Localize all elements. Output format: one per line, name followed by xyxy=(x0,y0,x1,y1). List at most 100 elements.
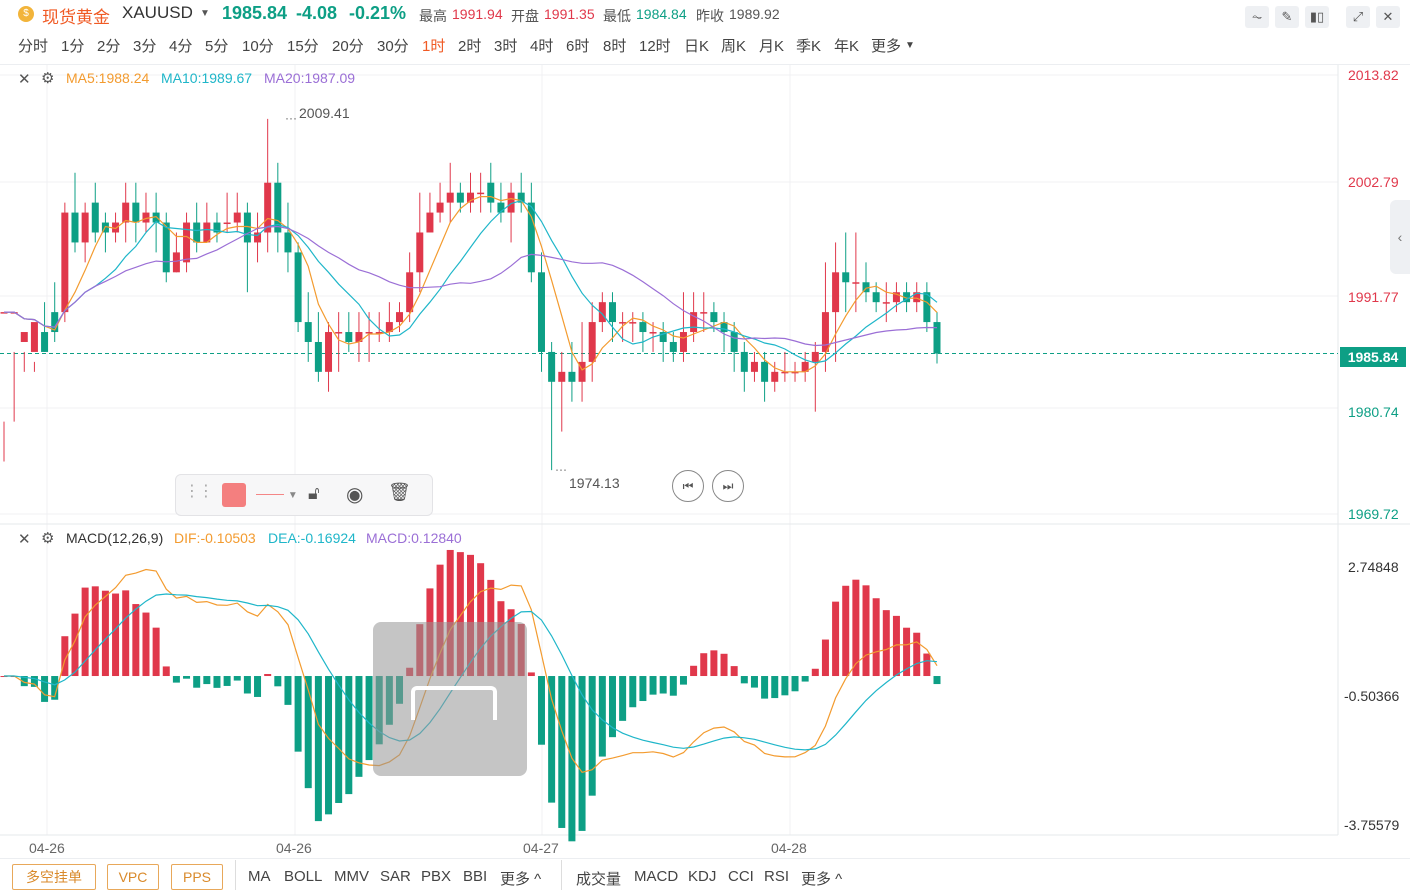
step-forward-button[interactable]: ⏭︎ xyxy=(712,470,744,502)
timeframe-10[interactable]: 1时 xyxy=(422,38,446,55)
draw-icon[interactable]: ✎ xyxy=(1275,6,1299,28)
candle-body xyxy=(598,302,606,323)
main-indicator-2[interactable]: MMV xyxy=(334,868,369,885)
main-indicator-0[interactable]: MA xyxy=(248,868,271,885)
close-icon[interactable]: ✕ xyxy=(1376,6,1400,28)
timeframe-13[interactable]: 4时 xyxy=(530,38,554,55)
timeframe-16[interactable]: 12时 xyxy=(639,38,671,55)
macd-bar xyxy=(558,676,566,828)
settings-icon[interactable]: ⚙ xyxy=(41,530,55,547)
candle-body xyxy=(497,202,505,213)
expand-icon[interactable]: ⤢ xyxy=(1346,6,1370,28)
timeframe-6[interactable]: 10分 xyxy=(242,38,274,55)
candle-icon[interactable]: ▮▯ xyxy=(1305,6,1329,28)
eye-icon[interactable]: ◉ xyxy=(346,484,364,506)
ma10-line xyxy=(4,199,938,364)
price-chart[interactable] xyxy=(0,65,1410,891)
sub-indicator-1[interactable]: MACD xyxy=(634,868,679,885)
chevron-down-icon[interactable]: ▼ xyxy=(200,8,210,19)
candle-body xyxy=(355,332,363,342)
close-icon[interactable]: ✕ xyxy=(18,531,31,548)
candle-body xyxy=(61,212,69,313)
candle-body xyxy=(832,272,840,313)
macd-bar xyxy=(294,676,302,752)
candle-body xyxy=(152,212,160,223)
macd-bar xyxy=(781,676,789,696)
candle-body xyxy=(923,292,931,323)
timeframe-0[interactable]: 分时 xyxy=(18,38,49,55)
macd-bar xyxy=(203,676,211,685)
color-swatch[interactable] xyxy=(222,483,246,507)
macd-bar xyxy=(243,676,251,694)
line-style-dropdown[interactable]: —— ▼ xyxy=(256,485,298,501)
pps-button[interactable]: PPS xyxy=(171,864,223,890)
sub-indicator-3[interactable]: CCI xyxy=(728,868,754,885)
sub-indicator-0[interactable]: 成交量 xyxy=(576,871,622,888)
vpc-button[interactable]: VPC xyxy=(107,864,159,890)
sub-indicator-4[interactable]: RSI xyxy=(764,868,790,885)
candle-body xyxy=(304,322,312,342)
timeframe-7[interactable]: 15分 xyxy=(287,38,319,55)
high-label: 最高 xyxy=(419,8,447,24)
main-indicator-4[interactable]: PBX xyxy=(421,868,452,885)
timeframe-12[interactable]: 3时 xyxy=(494,38,518,55)
timeframe-15[interactable]: 8时 xyxy=(603,38,627,55)
macd-bar xyxy=(446,549,454,677)
timeframe-14[interactable]: 6时 xyxy=(566,38,590,55)
candle-body xyxy=(649,332,657,334)
timeframe-8[interactable]: 20分 xyxy=(332,38,364,55)
candle-body xyxy=(517,192,525,203)
macd-bar xyxy=(183,676,191,679)
order-book-button[interactable]: 多空挂单 xyxy=(12,864,96,890)
main-indicator-1[interactable]: BOLL xyxy=(284,868,323,885)
macd-bar xyxy=(608,676,616,738)
candle-body xyxy=(477,192,485,195)
candle-body xyxy=(223,222,231,225)
timeframe-18[interactable]: 周K xyxy=(721,38,747,55)
trash-icon[interactable]: 🗑︎ xyxy=(388,482,411,502)
timeframe-3[interactable]: 3分 xyxy=(133,38,157,55)
macd-bar xyxy=(213,676,221,688)
candle-body xyxy=(761,361,769,382)
main-indicator-5[interactable]: BBI xyxy=(463,868,488,885)
loading-overlay xyxy=(373,622,527,776)
drag-handle-icon[interactable]: ⋮⋮ xyxy=(184,483,214,500)
bottom-divider xyxy=(0,858,1410,859)
main-indicator-3[interactable]: SAR xyxy=(380,868,411,885)
date-label-4: 04-28 xyxy=(771,840,807,856)
ma20-line xyxy=(4,225,938,347)
candle-body xyxy=(264,182,272,233)
chevron-down-icon[interactable]: ▼ xyxy=(905,40,915,51)
timeframe-9[interactable]: 30分 xyxy=(377,38,409,55)
candle-body xyxy=(903,292,911,303)
timeframe-17[interactable]: 日K xyxy=(684,38,710,55)
timeframe-1[interactable]: 1分 xyxy=(61,38,85,55)
macd-bar xyxy=(61,636,69,677)
line-chart-icon[interactable]: ⏦ xyxy=(1245,6,1269,28)
timeframe-20[interactable]: 季K xyxy=(796,38,822,55)
symbol-code[interactable]: XAUUSD xyxy=(122,3,193,22)
sub-indicator-5[interactable]: 更多 ^ xyxy=(801,871,843,888)
candle-body xyxy=(132,202,140,223)
timeframe-11[interactable]: 2时 xyxy=(458,38,482,55)
unlock-icon[interactable]: 🔓︎ xyxy=(308,483,320,503)
timeframe-5[interactable]: 5分 xyxy=(205,38,229,55)
settings-icon[interactable]: ⚙ xyxy=(41,70,55,87)
close-icon[interactable]: ✕ xyxy=(18,71,31,88)
candle-body xyxy=(467,192,474,203)
candle-body xyxy=(20,332,28,342)
candle-body xyxy=(679,332,687,352)
candle-body xyxy=(659,332,667,342)
symbol-name[interactable]: 现货黄金 xyxy=(42,8,110,27)
sub-indicator-2[interactable]: KDJ xyxy=(688,868,717,885)
side-panel-toggle[interactable]: ‹ xyxy=(1390,200,1410,274)
step-back-button[interactable]: ⏮︎ xyxy=(672,470,704,502)
timeframe-21[interactable]: 年K xyxy=(834,38,860,55)
timeframe-2[interactable]: 2分 xyxy=(97,38,121,55)
candle-body xyxy=(81,212,89,243)
candle-body xyxy=(416,232,424,273)
timeframe-4[interactable]: 4分 xyxy=(169,38,193,55)
main-indicator-6[interactable]: 更多 ^ xyxy=(500,871,542,888)
timeframe-22[interactable]: 更多 xyxy=(871,38,902,55)
timeframe-19[interactable]: 月K xyxy=(759,38,785,55)
